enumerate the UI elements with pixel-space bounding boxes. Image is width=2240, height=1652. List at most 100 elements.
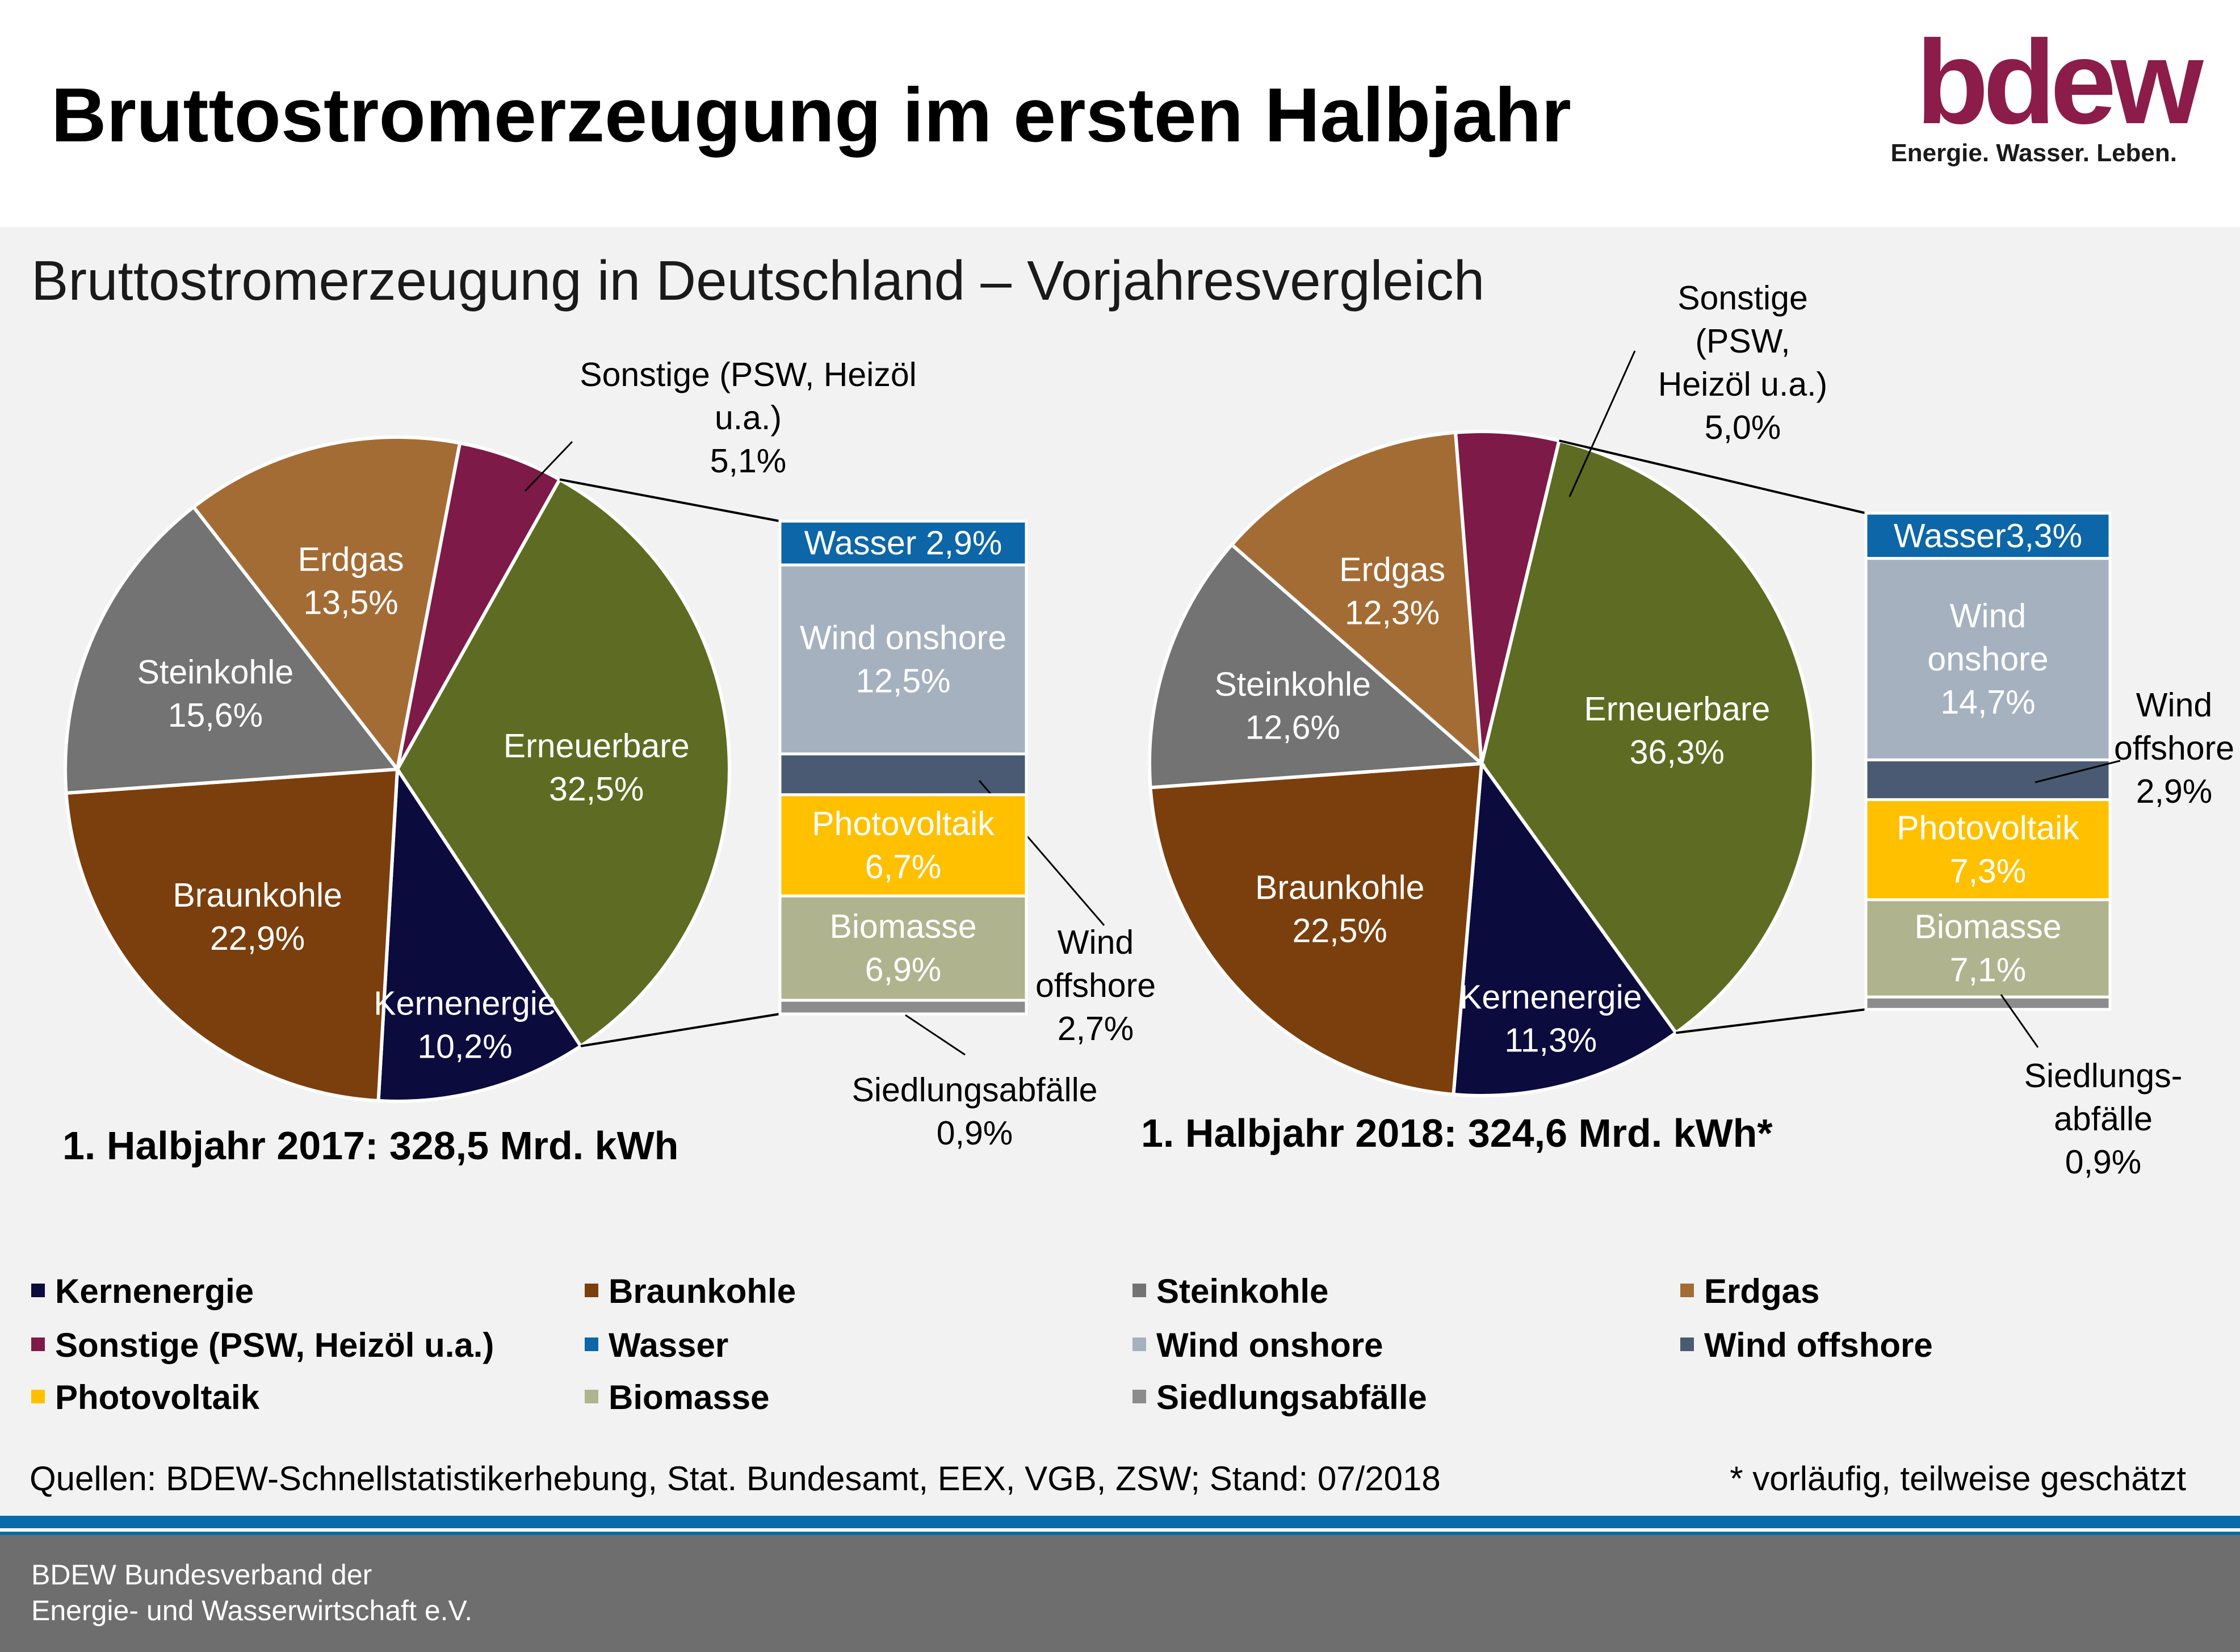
bar-segment-photovoltaik	[778, 793, 1028, 898]
bar-label-photovoltaik-line: 7,3%	[1950, 853, 2026, 890]
bar-label-wind-offshore-line: offshore	[2114, 729, 2234, 767]
slice-label-sonstige-line: Sonstige (PSW, Heizöl	[580, 356, 917, 393]
pie-slice-sonstige	[396, 441, 562, 770]
slice-label-steinkohle: Steinkohle 15,6%	[137, 653, 294, 734]
leader-line-sonstige	[524, 441, 573, 492]
legend-label-wind-onshore: Wind onshore	[1156, 1326, 1383, 1364]
bar-label-wind-offshore: Wind offshore 2,9%	[2114, 686, 2234, 810]
slice-label-sonstige-line: (PSW,	[1695, 322, 1790, 360]
legend-swatch-photovoltaik	[31, 1390, 45, 1404]
connector-line-top	[1559, 439, 1866, 514]
connector-line-bottom	[1676, 1008, 1866, 1034]
slice-label-kernenergie: Kernenergie 11,3%	[1459, 979, 1642, 1059]
bar-label-biomasse-line: 6,9%	[865, 951, 941, 988]
leader-line-wind-offshore	[2035, 760, 2121, 783]
bar-label-photovoltaik: Photovoltaik 7,3%	[1897, 810, 2079, 890]
renewables-bar-2	[1864, 511, 2121, 1048]
slice-label-erdgas: Erdgas 13,5%	[298, 541, 404, 622]
total-label-2: 1. Halbjahr 2018: 324,6 Mrd. kWh*	[1141, 1111, 1773, 1155]
legend-label-erdgas: Erdgas	[1704, 1272, 1820, 1310]
bar-segment-wind-offshore	[1864, 758, 2112, 802]
footnote: * vorläufig, teilweise geschätzt	[1730, 1460, 2186, 1498]
slice-label-erneuerbare: Erneuerbare 36,3%	[1584, 690, 1770, 771]
legend-swatch-wasser	[585, 1337, 598, 1352]
bar-label-wind-offshore-line: Wind	[1058, 924, 1134, 961]
bar-label-siedlungsabfaelle-line: abfälle	[2054, 1100, 2153, 1138]
logo-tagline: Energie. Wasser. Leben.	[1890, 139, 2177, 167]
pie-slice-erdgas	[1229, 430, 1484, 768]
slice-label-kernenergie-line: Kernenergie	[1459, 979, 1642, 1016]
slice-label-erneuerbare-line: Erneuerbare	[504, 727, 690, 765]
pie-chart-2: 1. Halbjahr 2018: 324,6 Mrd. kWh*	[1141, 350, 1866, 1155]
bar-label-photovoltaik-line: Photovoltaik	[1897, 810, 2079, 847]
slice-label-steinkohle: Steinkohle 12,6%	[1214, 665, 1371, 746]
slice-label-erdgas-line: Erdgas	[1339, 551, 1445, 588]
slice-label-steinkohle-line: 12,6%	[1245, 708, 1340, 746]
legend-label-braunkohle: Braunkohle	[609, 1272, 796, 1310]
bar-label-wind-onshore: Wind onshore 14,7%	[1927, 597, 2048, 721]
pie-slice-kernenergie	[1452, 758, 1679, 1097]
slice-label-erdgas: Erdgas 12,3%	[1339, 551, 1445, 631]
slice-label-braunkohle-line: Braunkohle	[173, 877, 342, 914]
bar-segment-wind-offshore	[778, 752, 1028, 796]
pie-slice-braunkohle	[64, 767, 400, 1103]
bar-label-wasser-line: Wasser 2,9%	[804, 525, 1002, 562]
legend-item-siedlungsabfaelle: Siedlungsabfälle	[1132, 1381, 1427, 1415]
bar-label-siedlungsabfaelle-line: Siedlungsabfälle	[852, 1071, 1098, 1109]
bar-label-siedlungsabfaelle-line: Siedlungs-	[2024, 1057, 2183, 1095]
legend-swatch-biomasse	[585, 1390, 598, 1404]
bar-label-biomasse: Biomasse 7,1%	[1914, 908, 2061, 989]
pie-slice-erneuerbare	[1479, 438, 1815, 1035]
bar-label-wind-onshore-line: onshore	[1927, 640, 2048, 678]
legend-label-siedlungsabfaelle: Siedlungsabfälle	[1156, 1378, 1427, 1416]
pie-slice-erdgas	[191, 435, 462, 774]
slice-label-kernenergie-line: 11,3%	[1504, 1022, 1597, 1059]
legend-item-steinkohle: Steinkohle	[1132, 1274, 1328, 1309]
connector-line-bottom	[580, 1013, 781, 1047]
slice-label-kernenergie-line: 10,2%	[417, 1028, 512, 1066]
slice-label-braunkohle-line: 22,5%	[1293, 912, 1387, 950]
slice-label-braunkohle-line: Braunkohle	[1255, 869, 1425, 907]
bar-label-biomasse-line: Biomasse	[829, 908, 976, 945]
bar-label-wind-onshore-line: Wind	[1950, 597, 2026, 635]
slice-label-sonstige-line: Heizöl u.a.)	[1658, 366, 1827, 403]
footer-stripe-gap	[0, 1528, 2240, 1532]
bar-label-photovoltaik-line: 6,7%	[865, 848, 941, 886]
slice-label-braunkohle: Braunkohle 22,9%	[173, 877, 342, 957]
chart-subtitle: Bruttostromerzeugung in Deutschland – Vo…	[31, 249, 1485, 312]
main-title: Bruttostromerzeugung im ersten Halbjahr	[51, 72, 1571, 158]
bar-label-biomasse-line: Biomasse	[1914, 908, 2061, 946]
legend-swatch-sonstige	[31, 1337, 45, 1352]
bar-label-wasser: Wasser3,3%	[1894, 517, 2082, 555]
bar-label-siedlungsabfaelle-line: 0,9%	[937, 1114, 1013, 1152]
legend-item-braunkohle: Braunkohle	[585, 1274, 796, 1309]
slice-label-erdgas-line: Erdgas	[298, 541, 404, 578]
bar-label-photovoltaik-line: Photovoltaik	[812, 805, 995, 842]
legend-item-biomasse: Biomasse	[585, 1381, 769, 1415]
legend-label-photovoltaik: Photovoltaik	[55, 1378, 260, 1416]
legend-item-kernenergie: Kernenergie	[31, 1274, 254, 1309]
slice-label-steinkohle-line: Steinkohle	[137, 653, 294, 691]
footer-org-line2: Energie- und Wasserwirtschaft e.V.	[31, 1595, 473, 1626]
bar-label-wind-offshore-line: 2,7%	[1058, 1010, 1134, 1047]
bar-segment-photovoltaik	[1864, 798, 2112, 902]
leader-line-siedlungsabfaelle	[2000, 994, 2039, 1048]
legend-swatch-braunkohle	[585, 1284, 598, 1298]
bar-label-wind-onshore: Wind onshore 12,5%	[800, 619, 1006, 700]
slice-label-erneuerbare: Erneuerbare 32,5%	[504, 727, 690, 808]
connector-line-top	[559, 478, 781, 522]
bar-label-wind-offshore-line: offshore	[1035, 967, 1156, 1004]
slice-label-steinkohle-line: Steinkohle	[1214, 665, 1371, 703]
bar-label-biomasse-line: 7,1%	[1950, 951, 2026, 989]
bdew-logo: bdew Energie. Wasser. Leben.	[1890, 23, 2203, 170]
legend-item-erdgas: Erdgas	[1680, 1274, 1819, 1309]
legend-item-wind-offshore: Wind offshore	[1680, 1328, 1933, 1362]
legend-swatch-erdgas	[1680, 1284, 1694, 1298]
pie-slice-kernenergie	[376, 764, 584, 1103]
total-label-1: 1. Halbjahr 2017: 328,5 Mrd. kWh	[62, 1123, 678, 1168]
legend-label-steinkohle: Steinkohle	[1156, 1272, 1329, 1310]
pie-slice-braunkohle	[1148, 761, 1484, 1097]
footer-stripe	[0, 1516, 2240, 1528]
bar-segment-biomasse	[778, 894, 1028, 1002]
legend-swatch-siedlungsabfaelle	[1132, 1390, 1146, 1404]
